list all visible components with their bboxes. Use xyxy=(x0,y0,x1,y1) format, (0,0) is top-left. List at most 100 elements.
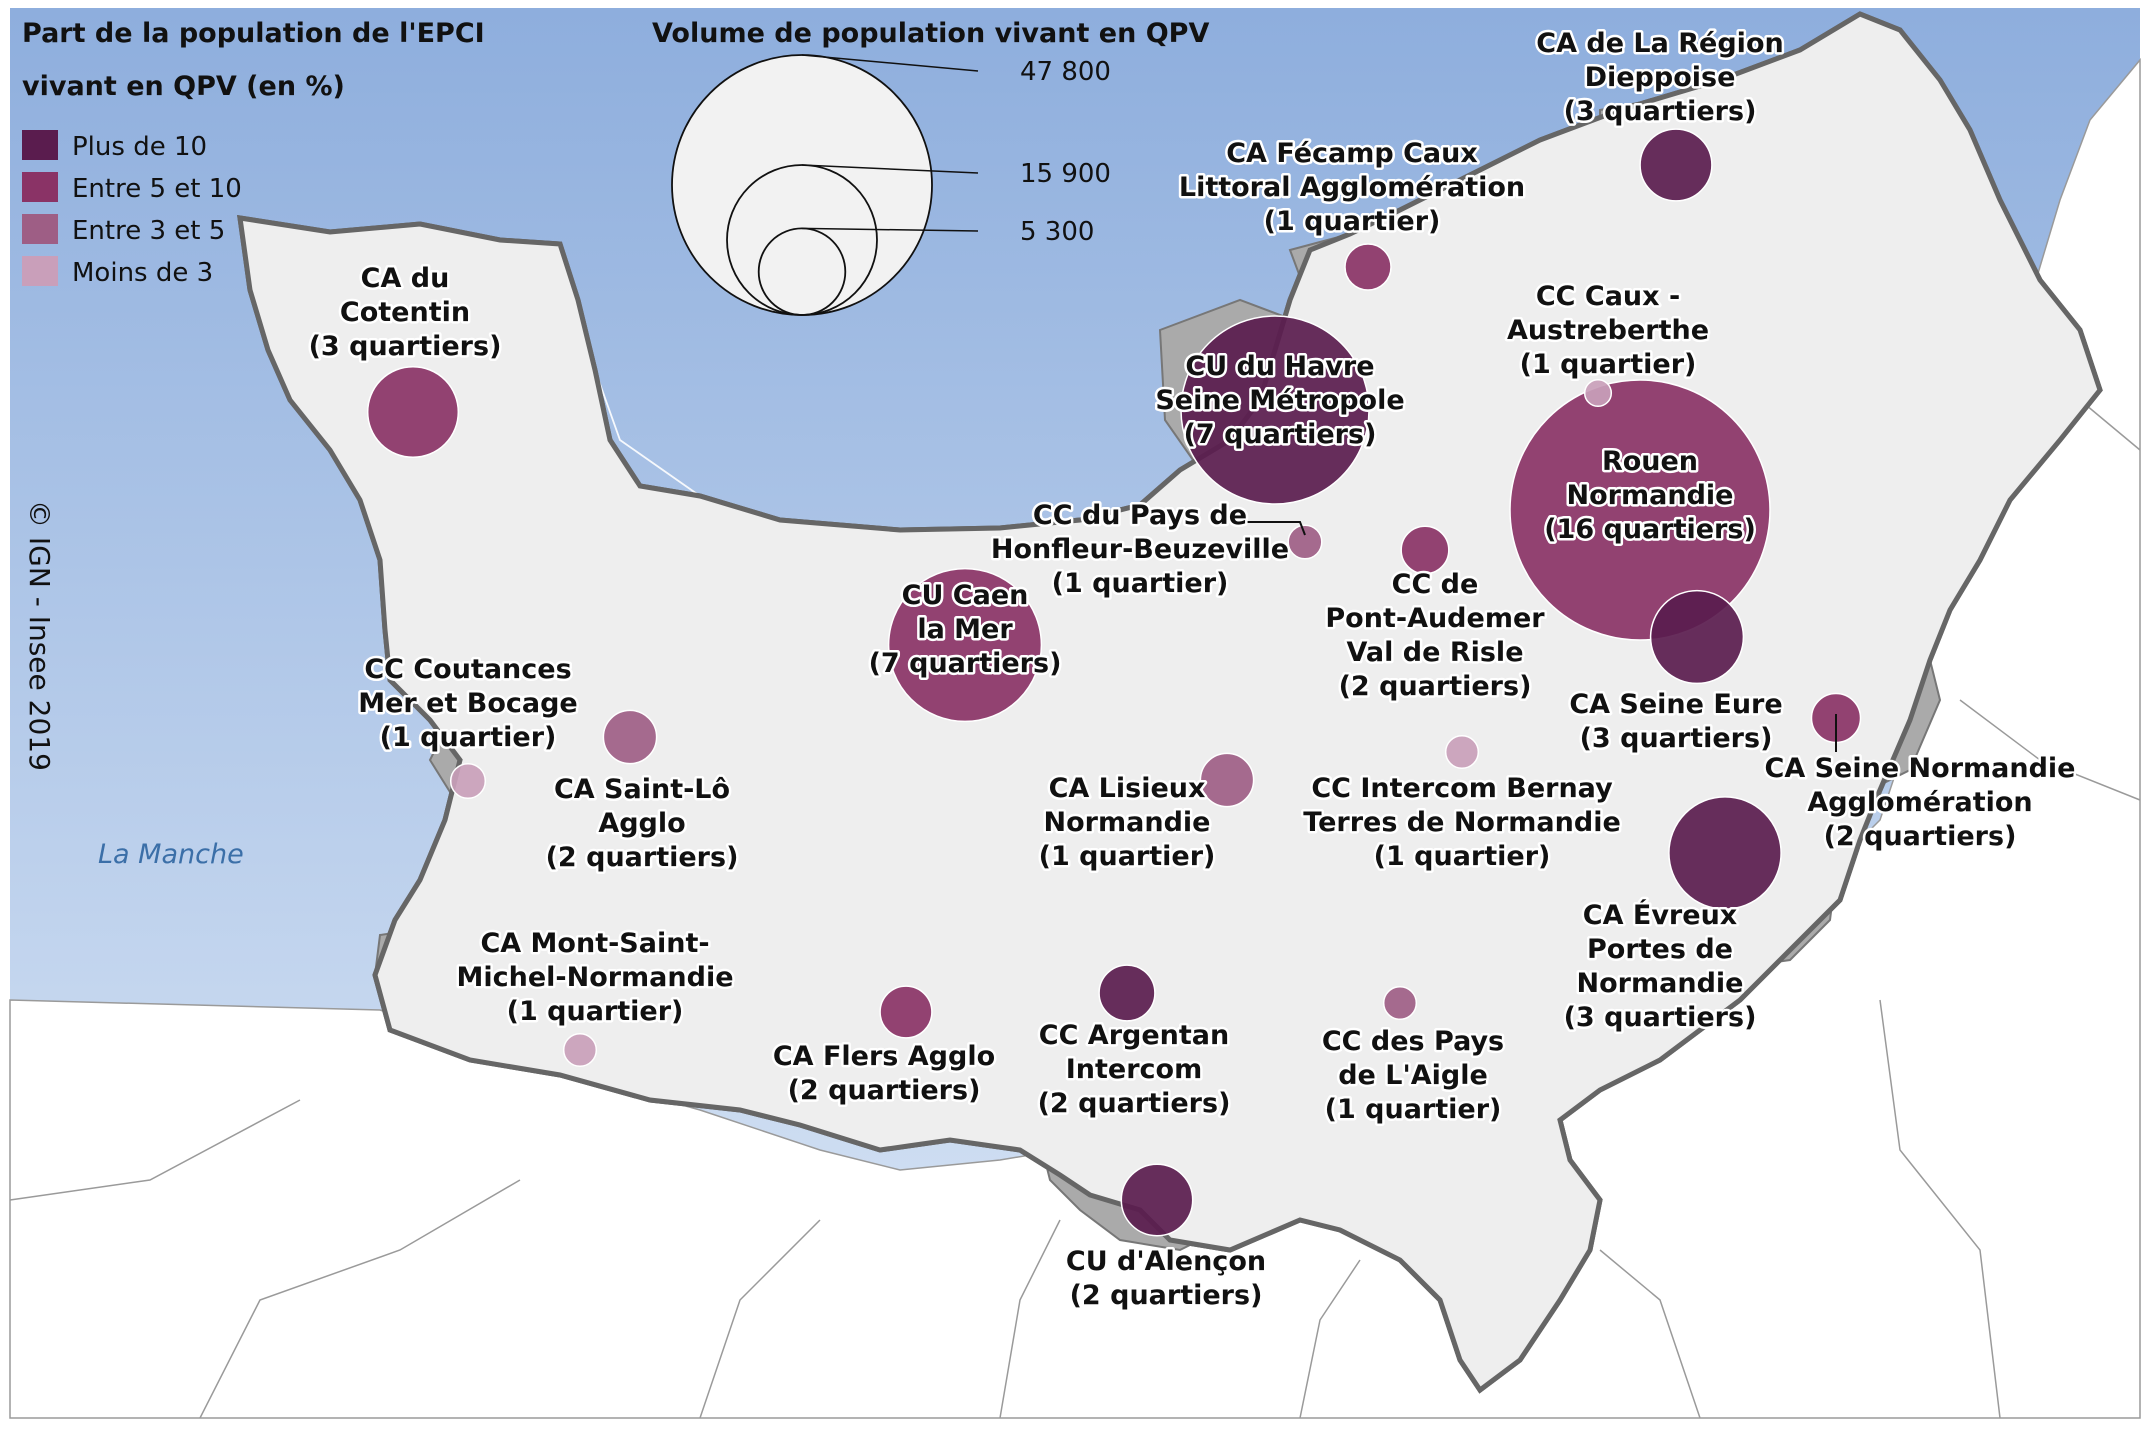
label-bernay-line: CC Intercom Bernay xyxy=(1311,773,1613,804)
label-caux-line: (1 quartier) xyxy=(1520,349,1697,380)
label-seinenormandie-line: (2 quartiers) xyxy=(1824,821,2017,852)
label-evreux-line: CA Évreux xyxy=(1583,899,1737,931)
label-alencon: CU d'Alençon (2 quartiers) xyxy=(1066,1246,1266,1311)
legend-color: Part de la population de l'EPCI vivant e… xyxy=(22,18,485,288)
legend-size-value-0: 47 800 xyxy=(1020,57,1111,87)
label-laigle-line: (1 quartier) xyxy=(1325,1094,1502,1125)
bubble-evreux xyxy=(1668,796,1782,910)
label-lisieux-line: Normandie xyxy=(1044,807,1211,838)
label-montstmichel-line: (1 quartier) xyxy=(507,996,684,1027)
sea-label: La Manche xyxy=(98,839,244,870)
legend-swatch-1 xyxy=(22,172,58,202)
label-cotentin-line: Cotentin xyxy=(340,297,470,328)
label-coutances-line: Mer et Bocage xyxy=(358,688,578,719)
label-honfleur: CC du Pays de Honfleur-Beuzeville (1 quart… xyxy=(991,500,1289,599)
legend-size-title: Volume de population vivant en QPV xyxy=(652,18,1209,49)
bubble-pontaudemer xyxy=(1400,525,1450,575)
label-coutances-line: (1 quartier) xyxy=(380,722,557,753)
label-cotentin-line: CA du xyxy=(361,263,450,294)
bubble-rouen xyxy=(1509,379,1771,641)
label-pontaudemer-line: Pont-Audemer xyxy=(1325,603,1545,634)
bubble-lisieux xyxy=(1199,752,1255,808)
label-flers-line: CA Flers Agglo xyxy=(773,1041,995,1072)
label-coutances: CC Coutances Mer et Bocage (1 quartier) xyxy=(358,654,578,753)
label-rouen: Rouen Normandie (16 quartiers) xyxy=(1544,446,1756,545)
label-saintlo: CA Saint-Lô Agglo (2 quartiers) xyxy=(546,774,739,873)
legend-classes: Plus de 10 Entre 5 et 10 Entre 3 et 5 Moins… xyxy=(22,130,242,288)
label-evreux-line: Normandie xyxy=(1577,968,1744,999)
bubble-coutances xyxy=(449,762,487,800)
legend-class-label-0: Plus de 10 xyxy=(72,132,207,162)
label-cotentin: CA du Cotentin (3 quartiers) xyxy=(309,263,502,362)
bubble-seineeure xyxy=(1649,589,1745,685)
label-pontaudemer: CC de Pont-Audemer Val de Risle (2 quartier… xyxy=(1325,569,1545,702)
label-argentan: CC Argentan Intercom (2 quartiers) xyxy=(1038,1020,1231,1119)
label-laigle: CC des Pays de L'Aigle (1 quartier) xyxy=(1322,1026,1504,1125)
label-flers: CA Flers Agglo xyxy=(773,1041,995,1072)
bubble-havre xyxy=(1180,315,1370,505)
label-laigle-line: de L'Aigle xyxy=(1338,1060,1488,1091)
label-flers-extra: (2 quartiers) xyxy=(788,1075,981,1106)
bubble-bernay xyxy=(1444,734,1480,770)
legend-size-circle-0 xyxy=(671,54,933,316)
label-lisieux-line: CA Lisieux xyxy=(1049,773,1206,804)
label-dieppe-line: CA de La Région xyxy=(1536,28,1783,59)
label-lisieux-line: (1 quartier) xyxy=(1039,841,1216,872)
bubble-flers xyxy=(879,985,933,1039)
labels: CA de La Région Dieppoise (3 quartiers)CA … xyxy=(306,26,2078,1314)
label-pontaudemer-line: CC de xyxy=(1392,569,1479,600)
leader-honfleur xyxy=(1240,521,1306,536)
label-seineeure-line: (3 quartiers) xyxy=(1580,723,1773,754)
label-pontaudemer-line: (2 quartiers) xyxy=(1339,671,1532,702)
label-montstmichel: CA Mont-Saint-Michel-Normandie (1 quartie… xyxy=(456,928,733,1027)
label-seinenormandie-line: CA Seine Normandie xyxy=(1765,753,2076,784)
label-caen-line: (7 quartiers) xyxy=(869,648,1062,679)
bubble-caux xyxy=(1583,378,1613,408)
credit: © IGN - Insee 2019 xyxy=(23,500,56,771)
legend-size-circles: 47 800 15 900 5 300 xyxy=(671,54,1111,316)
label-havre-line: (7 quartiers) xyxy=(1184,419,1377,450)
legend-size-value-1: 15 900 xyxy=(1020,159,1111,189)
label-fecamp: CA Fécamp Caux Littoral Agglomération (1 q… xyxy=(1179,138,1525,237)
bubble-cotentin xyxy=(366,365,460,459)
label-argentan-line: CC Argentan xyxy=(1039,1020,1229,1051)
label-seineeure: CA Seine Eure (3 quartiers) xyxy=(1569,689,1782,754)
label-havre-line: CU du Havre xyxy=(1185,351,1374,382)
leader-lines xyxy=(1240,521,1837,752)
label-bernay-line: (1 quartier) xyxy=(1374,841,1551,872)
label-rouen-line: Normandie xyxy=(1567,480,1734,511)
label-honfleur-line: CC du Pays de xyxy=(1033,500,1247,531)
label-saintlo-line: (2 quartiers) xyxy=(546,842,739,873)
legend-size-leader-1 xyxy=(801,164,979,174)
legend-color-title-line1: Part de la population de l'EPCI xyxy=(22,18,485,49)
label-coutances-line: CC Coutances xyxy=(364,654,571,685)
label-honfleur-line: Honfleur-Beuzeville xyxy=(991,534,1289,565)
label-caux-line: CC Caux - xyxy=(1536,281,1680,312)
legend-swatch-2 xyxy=(22,214,58,244)
label-evreux: CA Évreux Portes de Normandie (3 quartiers) xyxy=(1564,899,1757,1033)
label-dieppe: CA de La Région Dieppoise (3 quartiers) xyxy=(1536,28,1783,127)
label-havre-line: Seine Métropole xyxy=(1155,385,1404,416)
label-laigle-line: CC des Pays xyxy=(1322,1026,1504,1057)
bubbles xyxy=(366,128,1862,1237)
legend-swatch-3 xyxy=(22,256,58,286)
bubble-saintlo xyxy=(602,709,658,765)
label-rouen-line: Rouen xyxy=(1602,446,1698,477)
legend-size-value-2: 5 300 xyxy=(1020,217,1094,247)
legend-size-leader-0 xyxy=(801,54,979,72)
label-montstmichel-line: CA Mont-Saint- xyxy=(480,928,709,959)
label-caen-line: la Mer xyxy=(917,614,1013,645)
outside-boundaries xyxy=(9,399,2141,1419)
legend-class-label-2: Entre 3 et 5 xyxy=(72,216,225,246)
label-bernay-line: Terres de Normandie xyxy=(1303,807,1621,838)
label-caux: CC Caux -Austreberthe (1 quartier) xyxy=(1507,281,1709,380)
label-saintlo-line: CA Saint-Lô xyxy=(554,774,730,805)
label-saintlo-line: Agglo xyxy=(598,808,685,839)
label-fecamp-line: Littoral Agglomération xyxy=(1179,172,1525,203)
label-caen: CU Caen la Mer (7 quartiers) xyxy=(869,580,1062,679)
label-havre: CU du Havre Seine Métropole (7 quartiers) xyxy=(1155,351,1404,450)
legend-class-label-1: Entre 5 et 10 xyxy=(72,174,242,204)
legend-class-label-3: Moins de 3 xyxy=(72,258,213,288)
label-caux-line: Austreberthe xyxy=(1507,315,1709,346)
